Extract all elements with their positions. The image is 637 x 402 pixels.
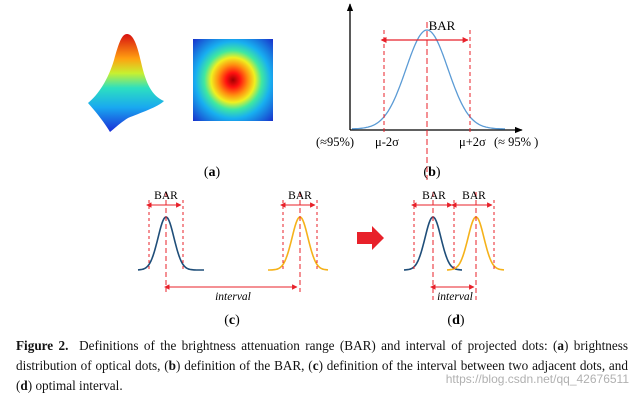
interval-label-d: interval bbox=[437, 291, 473, 303]
bar-label-d1: BAR bbox=[422, 190, 446, 202]
left-annotation: (≈95%) bbox=[316, 135, 354, 149]
caption-lead: Figure 2. bbox=[16, 338, 69, 353]
panel-d-label: (d) bbox=[447, 313, 464, 328]
gaussian-curve-b bbox=[352, 29, 505, 130]
red-right-arrow-icon bbox=[357, 226, 384, 250]
figure-2: (a) BAR (≈95%) μ-2σ μ+2σ (≈ 95% ) (b) BA… bbox=[88, 3, 538, 328]
panel-c: BAR BAR interval (c) bbox=[137, 190, 329, 328]
dot-curve-left-c bbox=[137, 216, 204, 271]
caption-text: Definitions of the brightness attenuatio… bbox=[16, 338, 629, 393]
panel-b-label: (b) bbox=[423, 165, 440, 180]
interval-label-c: interval bbox=[215, 291, 251, 303]
panel-b: BAR (≈95%) μ-2σ μ+2σ (≈ 95% ) (b) bbox=[316, 3, 538, 180]
bar-label-c2: BAR bbox=[288, 190, 312, 202]
panel-a: (a) bbox=[88, 34, 273, 180]
panel-d: BAR BAR interval (d) bbox=[404, 190, 505, 328]
brightness-heatmap bbox=[193, 39, 273, 121]
panel-a-label: (a) bbox=[204, 165, 221, 180]
right-annotation: (≈ 95% ) bbox=[494, 135, 538, 149]
watermark: https://blog.csdn.net/qq_42676511 bbox=[445, 372, 629, 386]
right-tick-label: μ+2σ bbox=[459, 135, 486, 149]
figure-caption: Figure 2. Definitions of the brightness … bbox=[16, 336, 628, 396]
bar-label-b: BAR bbox=[429, 18, 456, 33]
left-tick-label: μ-2σ bbox=[375, 135, 399, 149]
panel-c-label: (c) bbox=[224, 313, 240, 328]
brightness-3d-surface bbox=[88, 34, 164, 132]
bar-label-c1: BAR bbox=[154, 190, 178, 202]
dot-curve-right-c bbox=[268, 216, 329, 271]
bar-label-d2: BAR bbox=[462, 190, 486, 202]
